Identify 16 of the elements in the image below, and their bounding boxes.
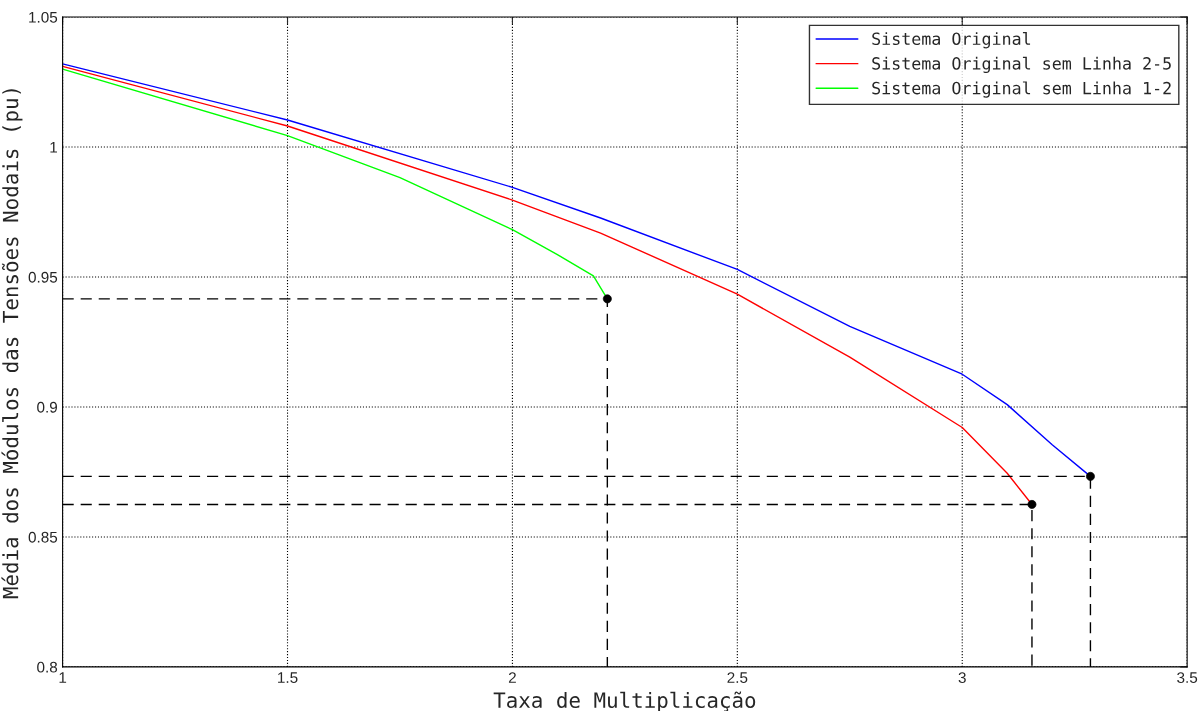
y-tick-label: 0.85 <box>28 531 58 543</box>
x-tick-label: 2.5 <box>727 672 748 683</box>
x-tick-label: 2 <box>508 672 516 683</box>
y-tick-label: 0.8 <box>37 661 58 673</box>
y-tick-label: 1 <box>50 142 57 153</box>
y-tick-label: 0.95 <box>28 271 58 283</box>
y-axis-title: Média dos Módulos das Tensões Nodais (pu) <box>1 89 23 599</box>
legend-label: Sistema Original <box>872 32 1031 49</box>
y-tick-label: 0.9 <box>37 401 58 413</box>
x-tick-label: 3 <box>958 672 966 683</box>
y-tick-label: 1.05 <box>29 11 58 23</box>
legend-label: Sistema Original sem Linha 2-5 <box>872 56 1171 74</box>
x-tick-label: 1.5 <box>278 672 298 683</box>
x-tick-label: 1 <box>59 672 67 683</box>
legend-label: Sistema Original sem Linha 1-2 <box>872 81 1171 98</box>
x-tick-label: 3.5 <box>1177 672 1198 683</box>
